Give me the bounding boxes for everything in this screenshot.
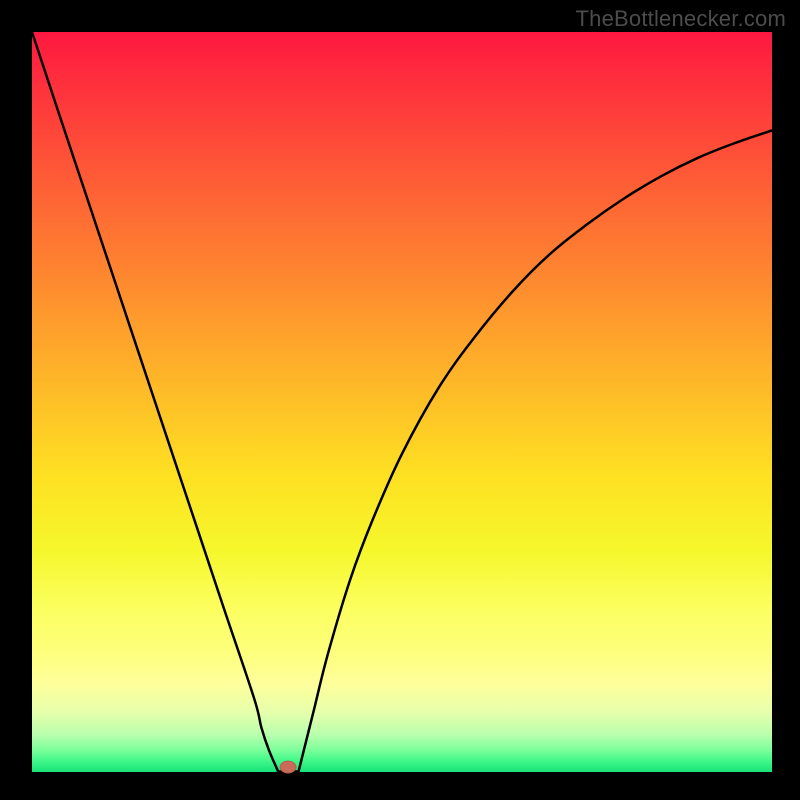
watermark-text: TheBottlenecker.com — [576, 6, 786, 32]
optimum-marker — [280, 761, 296, 773]
plot-area — [32, 32, 772, 772]
chart-container: TheBottlenecker.com — [0, 0, 800, 800]
bottleneck-chart — [0, 0, 800, 800]
